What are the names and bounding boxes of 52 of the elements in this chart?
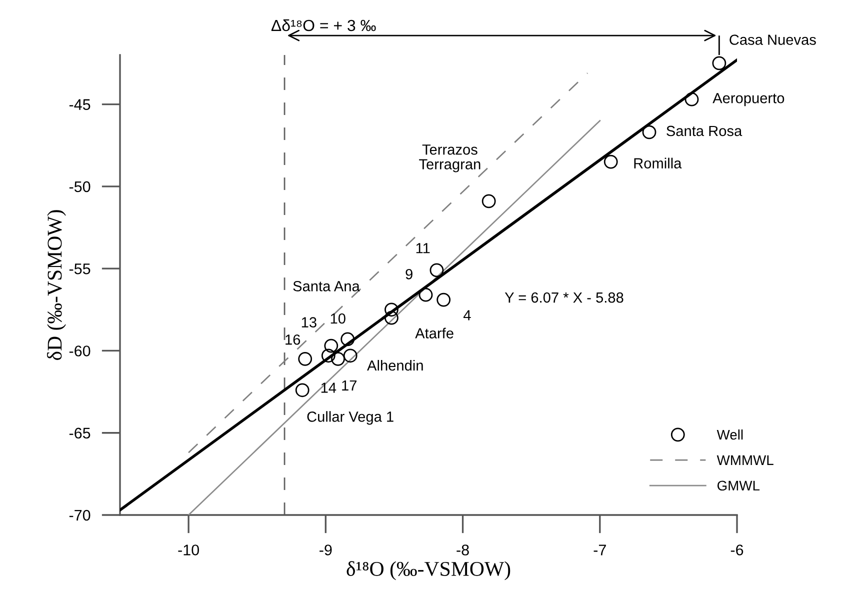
point <box>343 348 358 363</box>
annotation: Cullar Vega 1 <box>307 411 394 425</box>
y-tick-label: -55 <box>69 264 90 274</box>
point <box>642 125 656 140</box>
point <box>331 352 345 366</box>
annotation: Aeropuerto <box>712 93 784 106</box>
annotation: Terrazos Terragran <box>419 144 480 172</box>
annotation: Santa Rosa <box>666 126 742 136</box>
y-tick-label: -65 <box>69 428 90 439</box>
annotation: 13 <box>302 317 316 328</box>
annotation: 11 <box>416 243 430 254</box>
point <box>430 263 444 278</box>
point <box>324 338 338 353</box>
annotation: Santa Ana <box>293 281 360 292</box>
x-tick-label: -7 <box>594 544 606 556</box>
text: Δδ¹⁸O = + 3 ‰ <box>271 19 376 32</box>
point <box>482 194 496 208</box>
annotation: Y = 6.07 * X - 5.88 <box>504 292 624 303</box>
x-tick-label: -10 <box>178 544 199 556</box>
point <box>340 332 355 346</box>
x-tick-label: -6 <box>730 544 744 556</box>
point <box>295 383 310 398</box>
annotation: 16 <box>286 334 300 345</box>
point <box>384 302 398 317</box>
annotation: Casa Nuevas <box>730 34 816 45</box>
point <box>436 292 451 307</box>
annotation: 17 <box>342 380 356 390</box>
point <box>684 92 699 106</box>
y-tick-label: -45 <box>69 99 90 110</box>
y-tick-label: -60 <box>69 346 90 356</box>
y-tick-label: -50 <box>69 181 90 192</box>
annotation: Romilla <box>634 158 682 168</box>
legend-label: GMWL <box>717 480 760 491</box>
x-axis-title: δ¹⁸O (‰-VSMOW) <box>346 561 510 580</box>
point <box>712 56 726 70</box>
annotation: 9 <box>406 269 412 280</box>
x-tick-label: -8 <box>456 544 469 556</box>
annotation: 4 <box>463 310 471 320</box>
annotation: Alhendin <box>367 360 423 371</box>
y-axis-title: δD (‰-VSMOW) <box>46 210 66 360</box>
annotation: 14 <box>321 382 336 393</box>
point <box>321 348 336 363</box>
point <box>604 154 618 169</box>
point <box>298 352 312 366</box>
point <box>384 310 398 325</box>
point <box>418 288 433 302</box>
y-tick-label: -70 <box>69 510 90 521</box>
annotation: Atarfe <box>415 328 454 338</box>
x-tick-label: -9 <box>320 544 332 556</box>
legend-label: Well <box>716 429 743 440</box>
annotation: 10 <box>330 313 346 324</box>
legend-label: WMMWL <box>716 455 774 465</box>
